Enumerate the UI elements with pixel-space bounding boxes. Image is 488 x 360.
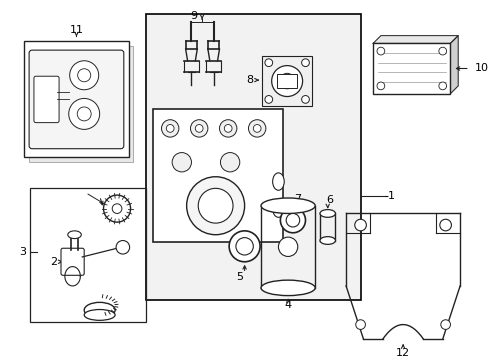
Circle shape xyxy=(219,120,236,137)
Circle shape xyxy=(253,125,261,132)
Circle shape xyxy=(198,188,233,223)
FancyBboxPatch shape xyxy=(29,50,123,149)
Ellipse shape xyxy=(272,173,284,190)
Circle shape xyxy=(220,153,239,172)
FancyBboxPatch shape xyxy=(277,74,296,88)
Ellipse shape xyxy=(261,280,315,296)
Text: 4: 4 xyxy=(284,300,291,310)
Ellipse shape xyxy=(261,198,315,213)
Circle shape xyxy=(376,47,384,55)
Circle shape xyxy=(70,61,99,90)
Ellipse shape xyxy=(84,310,115,320)
Text: 6: 6 xyxy=(325,195,332,205)
Polygon shape xyxy=(372,36,457,43)
Circle shape xyxy=(103,195,130,222)
Circle shape xyxy=(116,240,129,254)
Circle shape xyxy=(376,82,384,90)
Text: 5: 5 xyxy=(236,272,243,282)
Text: 2: 2 xyxy=(50,257,57,267)
Ellipse shape xyxy=(319,210,335,217)
Circle shape xyxy=(186,177,244,235)
Text: 8: 8 xyxy=(245,75,252,85)
FancyBboxPatch shape xyxy=(372,43,449,94)
Circle shape xyxy=(280,208,305,233)
Circle shape xyxy=(264,59,272,67)
Text: 9: 9 xyxy=(189,11,197,21)
Circle shape xyxy=(271,66,302,96)
Circle shape xyxy=(438,47,446,55)
FancyBboxPatch shape xyxy=(61,248,84,275)
Circle shape xyxy=(440,320,449,329)
Text: 11: 11 xyxy=(69,25,83,35)
Circle shape xyxy=(69,98,100,129)
Circle shape xyxy=(172,153,191,172)
FancyBboxPatch shape xyxy=(24,41,128,157)
Ellipse shape xyxy=(84,302,115,318)
Text: -1: -1 xyxy=(383,191,394,201)
Circle shape xyxy=(301,95,309,103)
Ellipse shape xyxy=(319,237,335,244)
FancyBboxPatch shape xyxy=(146,14,360,301)
Circle shape xyxy=(264,95,272,103)
Circle shape xyxy=(229,231,260,262)
Circle shape xyxy=(224,125,232,132)
Circle shape xyxy=(248,120,265,137)
Circle shape xyxy=(190,120,207,137)
FancyBboxPatch shape xyxy=(262,56,312,106)
Circle shape xyxy=(166,125,174,132)
FancyBboxPatch shape xyxy=(29,46,133,162)
Circle shape xyxy=(355,320,365,329)
Circle shape xyxy=(439,219,450,231)
Circle shape xyxy=(77,107,91,121)
Text: 7: 7 xyxy=(294,194,301,204)
Circle shape xyxy=(235,238,253,255)
Text: 3: 3 xyxy=(19,247,26,257)
Circle shape xyxy=(285,213,299,227)
Circle shape xyxy=(438,82,446,90)
Circle shape xyxy=(78,69,91,82)
Circle shape xyxy=(278,237,297,256)
Ellipse shape xyxy=(272,200,284,217)
Ellipse shape xyxy=(68,231,81,239)
Circle shape xyxy=(195,125,203,132)
Text: 10: 10 xyxy=(473,63,488,73)
Circle shape xyxy=(279,73,294,89)
Polygon shape xyxy=(449,36,457,94)
Circle shape xyxy=(112,204,122,213)
FancyBboxPatch shape xyxy=(34,76,59,123)
Text: 12: 12 xyxy=(395,348,409,357)
Circle shape xyxy=(354,219,366,231)
FancyBboxPatch shape xyxy=(152,109,283,242)
Circle shape xyxy=(161,120,179,137)
Circle shape xyxy=(301,59,309,67)
